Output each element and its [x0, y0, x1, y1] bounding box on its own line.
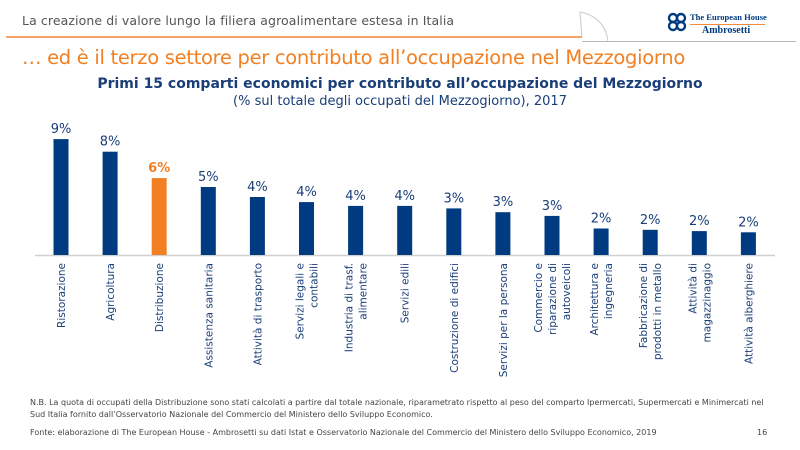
- bar-3: [200, 187, 216, 255]
- category-label-line: Fabbricazione di: [638, 263, 650, 348]
- bar-1: [102, 151, 118, 255]
- category-label-line: Servizi edili: [400, 263, 412, 323]
- category-label-line: Assistenza sanitaria: [203, 263, 215, 368]
- bar-0: [53, 139, 69, 255]
- chart-title: Primi 15 comparti economici per contribu…: [97, 76, 703, 92]
- bar-11: [593, 228, 609, 255]
- header-divider: [6, 36, 582, 38]
- category-label-line: autoveicoli: [561, 263, 573, 320]
- data-label-10: 3%: [542, 199, 563, 214]
- brand-logo: The European House Ambrosetti: [667, 10, 797, 38]
- category-label-5: Servizi legali e contabili: [295, 263, 321, 339]
- bar-7: [397, 205, 413, 255]
- category-label-6: Industria di trasf. alimentare: [344, 263, 370, 352]
- category-label-line: Architettura e: [589, 263, 601, 336]
- bar-10: [544, 215, 560, 255]
- category-label-1: Agricoltura: [105, 263, 117, 321]
- data-label-7: 4%: [394, 189, 415, 204]
- category-label-line: Servizi legali e: [295, 263, 307, 339]
- category-label-2: Distribuzione: [154, 263, 166, 332]
- data-label-3: 5%: [198, 170, 219, 185]
- category-label-line: magazzinaggio: [701, 263, 713, 342]
- category-label-8: Costruzione di edifici: [449, 263, 461, 373]
- logo-separator: [690, 24, 765, 25]
- data-label-2: 6%: [148, 161, 170, 176]
- bar-chart: 9% Ristorazione 8% Agricoltura 6% Distribuzio…: [35, 122, 775, 377]
- header-gray-line: [582, 41, 796, 42]
- page-number: 16: [757, 428, 768, 437]
- category-label-line: Ristorazione: [56, 263, 68, 328]
- bar-4: [249, 197, 265, 255]
- logo-text-line2: Ambrosetti: [702, 25, 751, 36]
- category-label-7: Servizi edili: [400, 263, 412, 323]
- category-label-0: Ristorazione: [56, 263, 68, 328]
- category-label-line: Distribuzione: [154, 263, 166, 332]
- data-label-14: 2%: [738, 215, 759, 230]
- data-label-8: 3%: [443, 191, 464, 206]
- category-label-line: Attività alberghiere: [743, 263, 755, 364]
- bar-6: [348, 205, 364, 255]
- data-label-4: 4%: [247, 180, 268, 195]
- category-label-line: Attività di: [687, 263, 699, 314]
- bar-2: [151, 178, 167, 255]
- category-label-line: Industria di trasf.: [344, 263, 356, 352]
- bar-12: [642, 229, 658, 255]
- data-label-1: 8%: [100, 135, 121, 150]
- category-label-line: Costruzione di edifici: [449, 263, 461, 373]
- category-label-line: alimentare: [358, 263, 370, 320]
- footnote: N.B. La quota di occupati della Distribu…: [30, 398, 764, 419]
- category-label-13: Attività di magazzinaggio: [687, 263, 713, 342]
- data-label-11: 2%: [591, 212, 612, 227]
- bar-5: [299, 202, 314, 255]
- bar-13: [691, 231, 707, 255]
- category-label-10: Commercio e riparazione di autoveicoli: [533, 263, 573, 335]
- category-label-line: Servizi per la persona: [498, 263, 510, 377]
- category-label-line: Attività di trasporto: [252, 263, 264, 365]
- data-label-5: 4%: [296, 185, 317, 200]
- logo-text-line1: The European House: [690, 12, 767, 22]
- category-label-4: Attività di trasporto: [252, 263, 264, 365]
- data-label-12: 2%: [640, 213, 661, 228]
- category-label-line: Agricoltura: [105, 263, 117, 321]
- category-label-line: contabili: [309, 263, 321, 308]
- category-label-9: Servizi per la persona: [498, 263, 510, 377]
- category-label-14: Attività alberghiere: [743, 263, 755, 364]
- category-label-line: prodotti in metallo: [652, 263, 664, 360]
- bar-8: [446, 208, 462, 255]
- data-label-6: 4%: [345, 189, 366, 204]
- slide-title: … ed è il terzo settore per contributo a…: [22, 46, 685, 69]
- data-label-0: 9%: [51, 122, 72, 137]
- source-note: Fonte: elaborazione di The European Hous…: [30, 428, 657, 437]
- chart-subtitle: (% sul totale degli occupati del Mezzogi…: [233, 94, 567, 109]
- category-label-line: riparazione di: [547, 263, 559, 335]
- category-label-12: Fabbricazione di prodotti in metallo: [638, 263, 664, 360]
- data-label-13: 2%: [689, 214, 710, 229]
- header-curve-decoration: [579, 11, 609, 43]
- category-label-line: ingegneria: [603, 263, 615, 319]
- category-label-11: Architettura e ingegneria: [589, 263, 615, 336]
- bar-9: [495, 212, 511, 255]
- category-label-3: Assistenza sanitaria: [203, 263, 215, 368]
- data-label-9: 3%: [493, 195, 514, 210]
- logo-mark-icon: [667, 12, 687, 32]
- header-text: La creazione di valore lungo la filiera …: [22, 13, 455, 28]
- bar-14: [740, 232, 756, 255]
- category-label-line: Commercio e: [533, 263, 545, 333]
